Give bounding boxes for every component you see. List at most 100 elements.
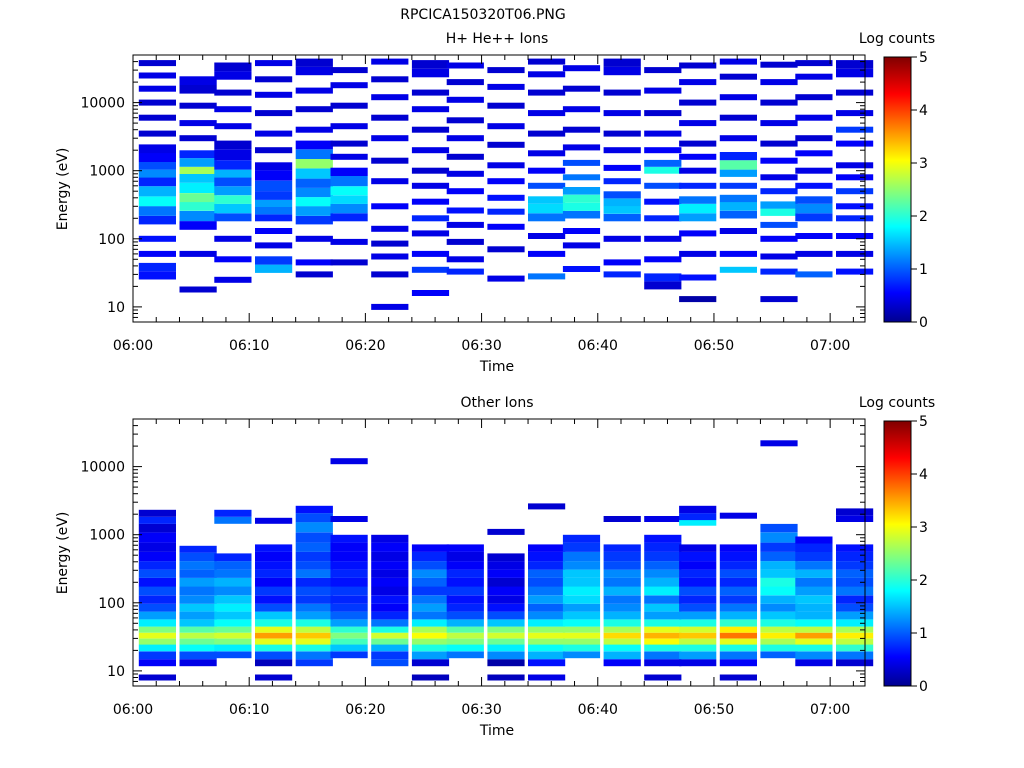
heatmap-cell: [295, 66, 333, 76]
heatmap-cell: [411, 632, 450, 639]
heatmap-cell: [138, 651, 176, 660]
heatmap-cell: [214, 651, 252, 659]
heatmap-cell: [603, 611, 641, 620]
heatmap-cell: [760, 569, 798, 578]
heatmap-cell: [719, 595, 757, 604]
heatmap-cell: [760, 221, 798, 228]
heatmap-cell: [719, 182, 757, 189]
heatmap-cell: [330, 213, 368, 222]
heatmap-cell: [679, 632, 717, 639]
heatmap-cell: [446, 632, 484, 639]
heatmap-cell: [719, 577, 757, 587]
heatmap-cell: [603, 586, 641, 596]
heatmap-cell: [760, 523, 798, 533]
heatmap-cell: [255, 595, 293, 604]
heatmap-cell: [446, 170, 484, 177]
heatmap-cell: [528, 273, 566, 280]
heatmap-cell: [295, 197, 333, 207]
heatmap-cell: [446, 577, 484, 587]
heatmap-cell: [411, 569, 450, 578]
heatmap-cell: [295, 140, 333, 150]
heatmap-cell: [255, 242, 293, 249]
heatmap-cell: [528, 233, 566, 239]
heatmap-cell: [603, 147, 641, 154]
heatmap-cell: [760, 120, 798, 127]
heatmap-cell: [179, 166, 217, 174]
plot-frame: [132, 54, 866, 323]
heatmap-cell: [371, 271, 409, 278]
heatmap-cell: [795, 203, 833, 214]
heatmap-cell: [528, 250, 566, 257]
heatmap-cell: [603, 206, 641, 214]
heatmap-cell: [330, 619, 368, 627]
heatmap-cell: [760, 619, 798, 627]
heatmap-cell: [487, 102, 525, 109]
heatmap-cell: [138, 644, 176, 652]
heatmap-cell: [487, 595, 525, 604]
panel-title: Other Ions: [460, 395, 533, 411]
heatmap-cell: [295, 603, 333, 612]
heatmap-cell: [295, 178, 333, 188]
heatmap-cell: [487, 83, 525, 90]
heatmap-cell: [179, 250, 217, 257]
heatmap-cell: [138, 638, 176, 645]
heatmap-cell: [795, 196, 833, 204]
heatmap-cell: [179, 632, 217, 639]
heatmap-cell: [371, 114, 409, 121]
heatmap-cell: [411, 586, 450, 596]
heatmap-cell: [644, 182, 682, 189]
heatmap-cell: [179, 84, 217, 94]
heatmap-cell: [214, 62, 252, 72]
heatmap-cell: [255, 162, 293, 171]
heatmap-cell: [179, 150, 217, 159]
heatmap-cell: [644, 632, 682, 639]
heatmap-cell: [446, 268, 484, 275]
heatmap-cell: [179, 221, 217, 230]
heatmap-cell: [255, 674, 293, 681]
heatmap-cell: [138, 603, 176, 612]
heatmap-cell: [255, 603, 293, 612]
heatmap-cell: [760, 603, 798, 612]
heatmap-cell: [295, 532, 333, 543]
colorbar-tick-label: 0: [919, 315, 928, 331]
heatmap-cell: [411, 603, 450, 612]
heatmap-cell: [330, 644, 368, 652]
heatmap-cell: [371, 157, 409, 164]
heatmap-cell: [179, 158, 217, 167]
heatmap-cell: [562, 595, 601, 604]
heatmap-cell: [411, 551, 450, 562]
heatmap-cell: [679, 120, 717, 127]
heatmap-cell: [836, 651, 874, 660]
colorbar-tick-label: 4: [919, 467, 928, 483]
heatmap-cell: [562, 619, 601, 627]
heatmap-cell: [679, 250, 717, 257]
heatmap-cell: [446, 221, 484, 228]
heatmap-cell: [562, 242, 601, 249]
heatmap-cell: [795, 182, 833, 189]
heatmap-cell: [330, 186, 368, 196]
heatmap-cell: [179, 76, 217, 85]
heatmap-cell: [528, 569, 566, 578]
heatmap-cell: [760, 532, 798, 543]
heatmap-cell: [795, 551, 833, 562]
heatmap-cell: [446, 611, 484, 620]
heatmap-cell: [562, 626, 601, 633]
heatmap-cell: [603, 110, 641, 117]
heatmap-cell: [795, 150, 833, 157]
heatmap-cell: [411, 651, 450, 660]
heatmap-cell: [411, 215, 450, 222]
heatmap-cell: [411, 230, 450, 237]
heatmap-cell: [214, 603, 252, 612]
heatmap-cell: [719, 114, 757, 121]
heatmap-cell: [836, 638, 874, 645]
heatmap-cell: [255, 611, 293, 620]
heatmap-cell: [760, 188, 798, 195]
heatmap-cell: [528, 110, 566, 117]
heatmap-cell: [528, 626, 566, 633]
heatmap-cell: [214, 561, 252, 570]
heatmap-cell: [179, 193, 217, 203]
heatmap-cell: [411, 577, 450, 587]
x-tick-label: 06:50: [694, 702, 734, 718]
heatmap-cell: [446, 256, 484, 263]
heatmap-cell: [330, 651, 368, 659]
